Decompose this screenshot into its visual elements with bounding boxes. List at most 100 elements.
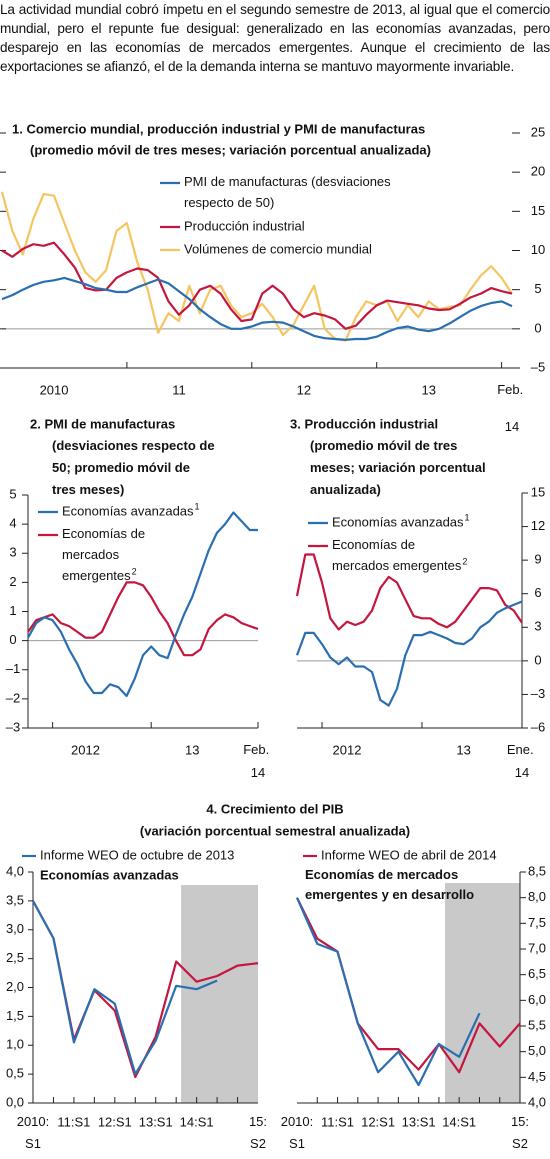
y-tick-label: 15 <box>531 484 545 499</box>
y-tick-label: 6,0 <box>528 992 546 1007</box>
data-line <box>27 511 258 698</box>
y-tick-label: 1 <box>9 603 16 618</box>
chart-subtitle: (desviaciones respecto de 50; promedio m… <box>52 438 218 497</box>
legend-label: Economías de mercados emergentes <box>332 537 462 573</box>
y-tick-label: 0 <box>9 632 16 647</box>
chart-title: 1. Comercio mundial, producción industri… <box>12 121 425 136</box>
y-tick-label: –3 <box>531 686 545 701</box>
y-tick-label: 20 <box>531 164 545 179</box>
chart-subtitle: (variación porcentual semestral anualiza… <box>140 823 410 838</box>
y-tick-label: –5 <box>531 359 545 374</box>
x-tick-label: 2010: S1 <box>17 1114 50 1151</box>
y-tick-label: 10 <box>531 242 545 257</box>
x-tick-label: 11:S1 <box>57 1114 90 1129</box>
x-tick-label: 12:S1 <box>361 1114 395 1129</box>
chart-panel-label: Economías de mercados emergentes y en de… <box>305 867 474 902</box>
legend-footnote: 2 <box>462 556 467 566</box>
legend-label: Volúmenes de comercio mundial <box>184 241 372 256</box>
x-tick-label: 13 <box>185 742 199 757</box>
y-tick-label: 4,5 <box>528 1069 546 1084</box>
legend-label: Informe WEO de octubre de 2013 <box>40 847 234 862</box>
legend-label: Producción industrial <box>184 218 305 233</box>
y-tick-label: 2 <box>9 574 16 589</box>
legend-label: Informe WEO de abril de 2014 <box>321 847 497 862</box>
y-tick-label: 5,5 <box>528 1017 546 1032</box>
y-tick-label: 2,5 <box>6 950 24 965</box>
chart-title: 2. PMI de manufacturas <box>30 416 175 431</box>
x-tick-label: 2010: S1 <box>281 1114 314 1151</box>
y-tick-label: –2 <box>6 690 20 705</box>
y-tick-label: 3 <box>9 545 16 560</box>
data-line <box>295 600 523 707</box>
legend-footnote: 1 <box>465 512 470 522</box>
data-line <box>1 276 513 341</box>
y-tick-label: 25 <box>531 124 545 139</box>
data-line <box>27 581 259 657</box>
legend-label: Economías avanzadas <box>332 514 464 529</box>
y-tick-label: 0,0 <box>6 1094 24 1109</box>
x-tick-label: 15: S2 <box>249 1114 267 1151</box>
x-tick-label: 13:S1 <box>402 1114 436 1129</box>
data-line <box>0 191 513 342</box>
y-tick-label: 0,5 <box>6 1066 24 1081</box>
legend-footnote: 1 <box>195 501 200 511</box>
y-tick-label: 3 <box>534 619 541 634</box>
x-tick-label: 11 <box>172 382 186 397</box>
y-tick-label: –3 <box>6 719 20 734</box>
data-line <box>1 241 513 330</box>
x-tick-label: 2010 <box>40 382 69 397</box>
y-tick-label: 7,5 <box>528 915 546 930</box>
chart-title: 3. Producción industrial <box>290 416 438 431</box>
y-tick-label: 2,0 <box>6 979 24 994</box>
y-tick-label: 15 <box>531 203 545 218</box>
forecast-shade <box>444 883 520 1103</box>
y-tick-label: 12 <box>531 518 545 533</box>
y-tick-label: 8,5 <box>528 863 546 878</box>
y-tick-label: 4 <box>9 516 16 531</box>
x-tick-label: 14:S1 <box>442 1114 476 1129</box>
data-line <box>295 553 523 631</box>
y-tick-label: 3,0 <box>6 921 24 936</box>
chart-subtitle: (promedio móvil de tres meses; variación… <box>310 438 489 497</box>
x-tick-label: Feb. 14 <box>243 742 273 780</box>
x-tick-label: Ene. 14 <box>507 742 537 780</box>
x-tick-label: 11:S1 <box>321 1114 354 1129</box>
y-tick-label: 5,0 <box>528 1043 546 1058</box>
x-tick-label: 12 <box>297 382 311 397</box>
legend-label: Economías de mercados emergentes <box>62 526 149 583</box>
chart-subtitle: (promedio móvil de tres meses; variación… <box>30 142 431 157</box>
y-tick-label: 9 <box>534 552 541 567</box>
x-tick-label: 15: S2 <box>511 1114 529 1151</box>
x-tick-label: 13 <box>456 742 470 757</box>
x-tick-label: 2012 <box>71 742 100 757</box>
y-tick-label: 6,5 <box>528 966 546 981</box>
x-tick-label: 13:S1 <box>139 1114 173 1129</box>
x-tick-label: 2012 <box>333 742 362 757</box>
legend-label: PMI de manufacturas (desviaciones respec… <box>184 174 394 210</box>
y-tick-label: 0 <box>534 320 541 335</box>
y-tick-label: 1,5 <box>6 1008 24 1023</box>
legend-label: Economías avanzadas <box>62 503 194 518</box>
chart-title: 4. Crecimiento del PIB <box>206 801 343 816</box>
y-tick-label: 6 <box>534 585 541 600</box>
y-tick-label: 4,0 <box>6 863 24 878</box>
y-tick-label: –6 <box>531 719 545 734</box>
data-line <box>32 900 218 1076</box>
data-line <box>295 897 481 1087</box>
y-tick-label: –1 <box>6 661 20 676</box>
x-tick-label: 13 <box>422 382 436 397</box>
y-tick-label: 5 <box>534 281 541 296</box>
y-tick-label: 4,0 <box>528 1094 546 1109</box>
y-tick-label: 7,0 <box>528 940 546 955</box>
x-tick-label: 14:S1 <box>180 1114 214 1129</box>
intro-paragraph: La actividad mundial cobró ímpetu en el … <box>0 2 550 74</box>
y-tick-label: 0 <box>534 652 541 667</box>
x-tick-label: Feb. 14 <box>497 382 527 434</box>
y-tick-label: 1,0 <box>6 1037 24 1052</box>
x-tick-label: 12:S1 <box>98 1114 132 1129</box>
chart-panel-label: Economías avanzadas <box>40 867 179 882</box>
y-tick-label: 3,5 <box>6 892 24 907</box>
y-tick-label: 8,0 <box>528 889 546 904</box>
